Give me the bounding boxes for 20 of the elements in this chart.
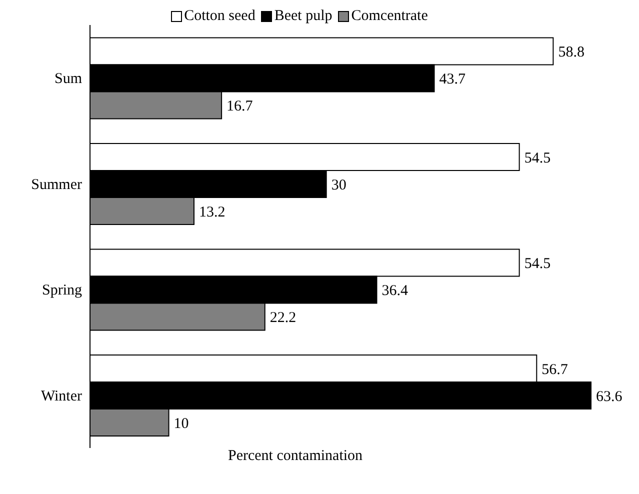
x-axis-title: Percent contamination — [227, 448, 364, 465]
data-label: 56.7 — [542, 362, 568, 378]
data-label: 43.7 — [439, 72, 466, 88]
y-tick-label: Winter — [40, 388, 82, 404]
data-label: 58.8 — [558, 44, 584, 61]
data-label: 54.5 — [524, 150, 551, 166]
data-label: 22.2 — [270, 310, 296, 326]
data-label: 10 — [174, 416, 189, 432]
y-tick-label: Summer — [31, 176, 82, 193]
y-tick-label: Sum — [54, 71, 82, 88]
data-label: 30 — [331, 177, 346, 194]
data-label: 16.7 — [226, 98, 254, 115]
legend-label: Comcentrate — [350, 8, 428, 25]
legend-label: Cotton seed — [183, 8, 256, 25]
y-tick-label: Spring — [42, 282, 82, 299]
data-label: 36.4 — [382, 283, 408, 300]
data-label: 13.2 — [198, 204, 226, 220]
data-label: 63.6 — [596, 388, 623, 405]
data-label: 54.5 — [524, 256, 551, 272]
legend-label: Beet pulp — [273, 8, 332, 25]
